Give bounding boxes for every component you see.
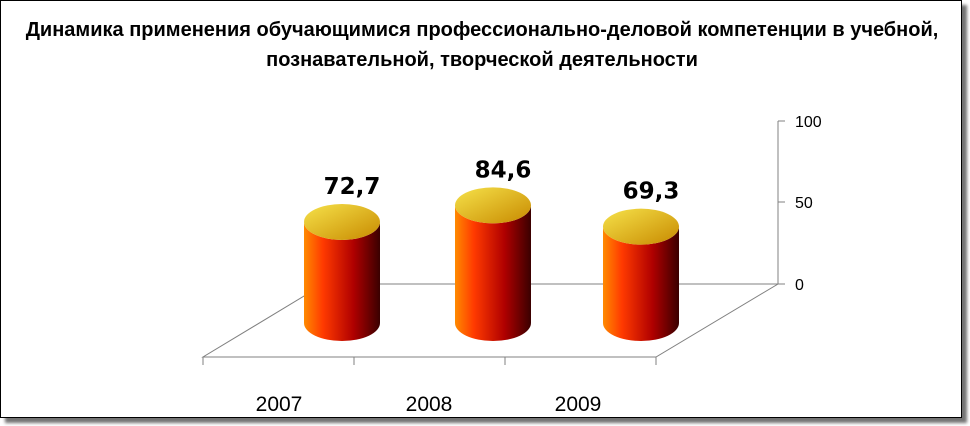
data-label-2009: 69,3 [623, 179, 680, 205]
category-label-2009: 2009 [555, 393, 602, 416]
y-tick-label-100: 100 [795, 114, 822, 131]
category-label-2007: 2007 [256, 393, 303, 416]
plot-area: 0 50 100 2007 2008 2009 72,7 84,6 69,3 [201, 114, 822, 416]
chart-frame: Динамика применения обучающимися професс… [0, 0, 962, 418]
bar-top [455, 187, 531, 224]
bar-body [603, 226, 679, 341]
bar-body [455, 205, 531, 341]
data-label-2008: 84,6 [475, 157, 532, 183]
bar-2008 [455, 187, 531, 341]
bar-2007 [304, 203, 380, 341]
y-tick-label-50: 50 [795, 195, 813, 212]
bar-top [304, 203, 380, 240]
y-tick-label-0: 0 [795, 277, 804, 294]
category-label-2008: 2008 [406, 393, 453, 416]
bar-body [304, 221, 380, 341]
chart-title: Динамика применения обучающимися професс… [25, 19, 939, 71]
bar-top [603, 208, 679, 245]
bar-2009 [603, 208, 679, 341]
data-label-2007: 72,7 [324, 174, 381, 200]
